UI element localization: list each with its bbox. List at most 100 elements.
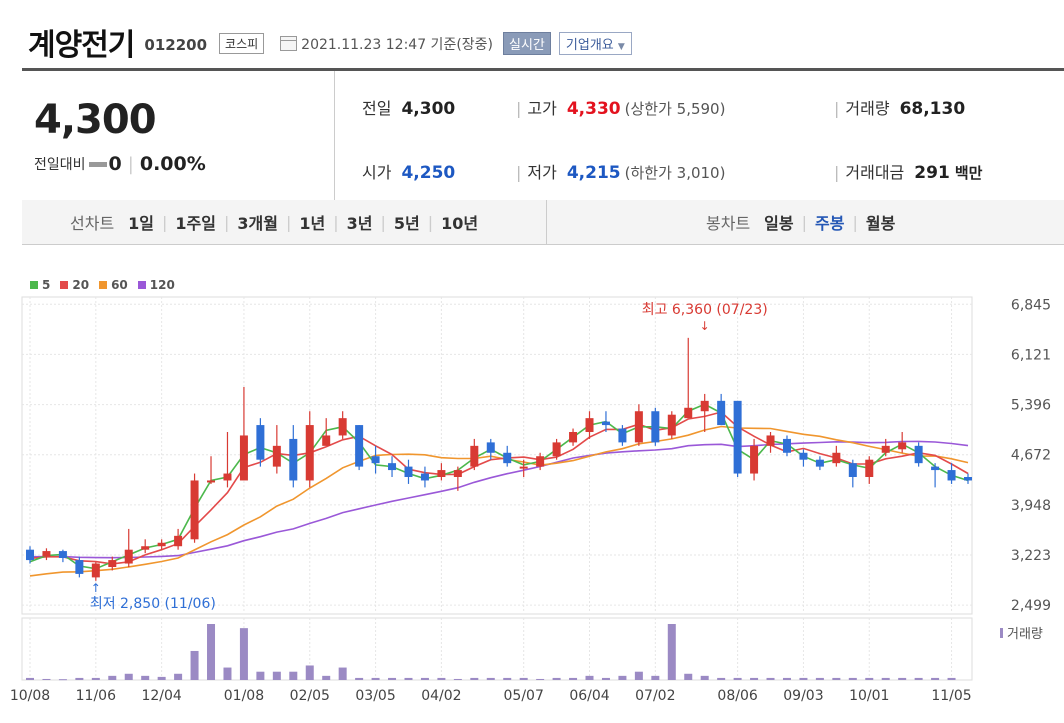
high-price: | 고가 4,330 (상한가 5,590) bbox=[516, 95, 725, 119]
volume-plot-frame bbox=[21, 617, 973, 681]
volume-bar bbox=[947, 677, 956, 680]
tab-daily[interactable]: 일봉 bbox=[764, 214, 794, 233]
candle-body bbox=[881, 445, 890, 453]
candle-body bbox=[338, 418, 347, 436]
volume-bar bbox=[486, 677, 495, 680]
price-plot-frame bbox=[21, 296, 973, 615]
x-tick-label: 01/08 bbox=[224, 688, 264, 704]
legend-ma120: 120 bbox=[137, 278, 175, 292]
candle-body bbox=[799, 452, 808, 460]
amount-label: 거래대금 bbox=[845, 163, 905, 182]
candle-body bbox=[552, 442, 561, 457]
candle-body bbox=[750, 445, 759, 474]
prev-close: 전일 4,300 bbox=[362, 95, 455, 119]
x-tick-label: 10/08 bbox=[10, 688, 50, 704]
volume-bar bbox=[322, 675, 331, 680]
volume-bar bbox=[536, 678, 545, 680]
x-tick-label: 06/04 bbox=[569, 688, 609, 704]
ma5-line bbox=[29, 403, 969, 570]
candle-body bbox=[437, 470, 446, 477]
x-tick-label: 07/02 bbox=[635, 688, 675, 704]
tab-10y[interactable]: 10년 bbox=[441, 214, 479, 233]
tab-weekly[interactable]: 주봉 bbox=[815, 214, 845, 233]
realtime-button[interactable]: 실시간 bbox=[503, 32, 551, 55]
candle-body bbox=[174, 535, 183, 547]
volume-bar bbox=[684, 673, 693, 680]
quote-panel: 4,300 전일대비 0 | 0.00% 전일 4,300 시가 4,250 | 고가… bbox=[22, 68, 1064, 202]
volume-bar bbox=[420, 677, 429, 680]
volume: | 거래량 68,130 bbox=[834, 95, 965, 119]
volume-bar bbox=[256, 671, 265, 680]
x-tick-label: 08/06 bbox=[717, 688, 757, 704]
candle-body bbox=[305, 425, 314, 481]
volume-label: 거래량 bbox=[845, 99, 890, 118]
candle-body bbox=[289, 438, 298, 481]
y-tick-label: 3,223 bbox=[1011, 548, 1051, 564]
candle-body bbox=[371, 456, 380, 464]
candle-body bbox=[634, 411, 643, 443]
divider: | bbox=[834, 163, 840, 182]
candle-body bbox=[453, 470, 462, 477]
y-tick-label: 3,948 bbox=[1011, 498, 1051, 514]
volume-bar bbox=[75, 677, 84, 680]
candle-body bbox=[651, 411, 660, 443]
volume-legend-label: 거래량 bbox=[1007, 627, 1043, 642]
volume-bar bbox=[404, 677, 413, 680]
candle-body bbox=[470, 445, 479, 467]
candle-body bbox=[420, 473, 429, 481]
x-tick-label: 02/05 bbox=[290, 688, 330, 704]
low-value: 4,215 bbox=[566, 163, 621, 183]
candle-body bbox=[947, 470, 956, 481]
candle-body bbox=[190, 480, 199, 540]
price-change: 전일대비 0 | 0.00% bbox=[34, 153, 206, 175]
current-price-panel: 4,300 전일대비 0 | 0.00% bbox=[22, 71, 335, 201]
volume-bar bbox=[42, 678, 51, 680]
tab-5y[interactable]: 5년 bbox=[393, 214, 420, 233]
company-info-dropdown[interactable]: 기업개요 ▼ bbox=[558, 32, 632, 55]
y-tick-label: 5,396 bbox=[1011, 398, 1051, 414]
candle-body bbox=[601, 421, 610, 426]
candle-body bbox=[256, 425, 265, 460]
candle-body bbox=[766, 435, 775, 446]
change-label: 전일대비 bbox=[34, 157, 86, 173]
current-price: 4,300 bbox=[34, 97, 157, 143]
volume-bar bbox=[453, 678, 462, 680]
tab-monthly[interactable]: 월봉 bbox=[865, 214, 896, 233]
candle-body bbox=[322, 435, 331, 446]
volume-bar bbox=[371, 677, 380, 680]
legend-ma60: 60 bbox=[99, 278, 128, 292]
volume-bar bbox=[141, 675, 150, 680]
tab-3y[interactable]: 3년 bbox=[346, 214, 373, 233]
volume-bar bbox=[782, 677, 791, 680]
lower-limit: (하한가 3,010) bbox=[624, 164, 726, 182]
volume-bar bbox=[124, 673, 133, 680]
volume-bar bbox=[91, 677, 100, 680]
tab-1w[interactable]: 1주일 bbox=[175, 214, 216, 233]
candle-body bbox=[832, 452, 841, 464]
change-percent: 0.00% bbox=[139, 153, 206, 175]
candle-body bbox=[91, 563, 100, 578]
volume-bar bbox=[618, 675, 627, 680]
candle-body bbox=[865, 459, 874, 477]
company-info-label: 기업개요 bbox=[565, 38, 614, 53]
tab-3m[interactable]: 3개월 bbox=[237, 214, 278, 233]
low-price: | 저가 4,215 (하한가 3,010) bbox=[516, 159, 725, 183]
candle-body bbox=[898, 442, 907, 450]
candle-body bbox=[26, 549, 34, 561]
divider: | bbox=[127, 153, 134, 175]
x-tick-label: 12/04 bbox=[141, 688, 181, 704]
candle-body bbox=[239, 435, 248, 481]
volume-bar bbox=[881, 677, 890, 680]
tab-1y[interactable]: 1년 bbox=[299, 214, 326, 233]
timestamp: 2021.11.23 12:47 기준(장중) bbox=[301, 37, 494, 53]
ma-legend: 5 20 60 120 bbox=[30, 278, 175, 292]
open-price: 시가 4,250 bbox=[362, 159, 455, 183]
volume-bar bbox=[272, 671, 281, 680]
arrow-up-icon: ↑ bbox=[91, 581, 101, 595]
flat-icon bbox=[88, 161, 107, 167]
candle-body bbox=[58, 551, 67, 558]
tab-1d[interactable]: 1일 bbox=[128, 214, 155, 233]
x-tick-label: 03/05 bbox=[355, 688, 395, 704]
volume-bar bbox=[585, 675, 594, 680]
